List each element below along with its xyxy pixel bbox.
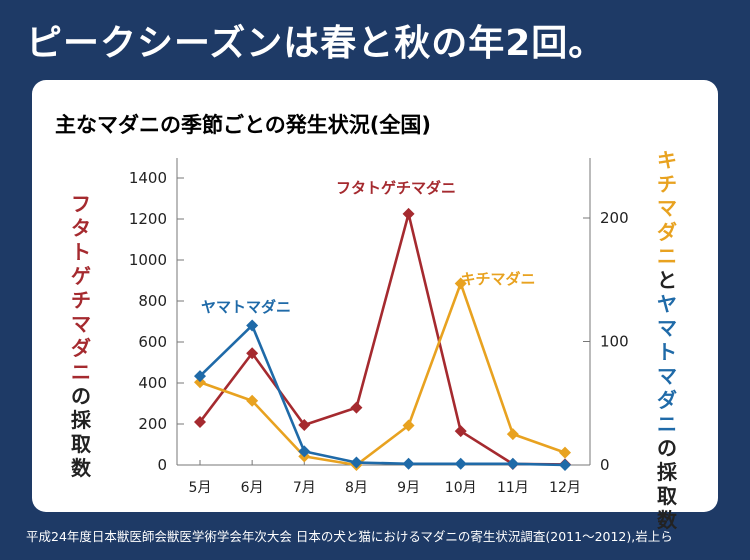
right-tick-label: 0 <box>600 456 610 474</box>
left-tick-label: 200 <box>138 415 167 433</box>
chart: 主なマダニの季節ごとの発生状況(全国) 02004006008001000120… <box>55 113 629 496</box>
data-point <box>454 277 467 290</box>
data-point <box>298 445 311 458</box>
headline: ピークシーズンは春と秋の年2回。 <box>26 23 606 64</box>
data-point <box>350 401 363 414</box>
data-point <box>194 376 206 389</box>
x-tick-label: 9月 <box>397 480 420 496</box>
series-line <box>199 324 566 467</box>
data-point <box>350 456 363 469</box>
data-point <box>298 419 311 432</box>
chart-card: 主なマダニの季節ごとの発生状況(全国) 0 200 400 600 800 1000 120… <box>32 80 718 532</box>
data-point <box>454 425 467 438</box>
axis-label-part: キチマダニ <box>657 148 677 268</box>
x-tick-label: 5月 <box>189 480 212 496</box>
series-line <box>198 212 566 466</box>
left-tick-label: 1400 <box>129 169 167 187</box>
left-tick-label: 800 <box>138 292 167 310</box>
data-point <box>506 428 519 441</box>
series-label: キチマダニ <box>460 270 535 288</box>
data-point <box>246 394 259 407</box>
data-point <box>246 347 259 360</box>
data-point <box>194 415 206 428</box>
x-tick-label: 12月 <box>549 480 581 496</box>
data-point <box>559 446 571 459</box>
data-point <box>402 457 415 470</box>
source-citation: 平成24年度日本獣医師会獣医学術学会年次大会 日本の犬と猫におけるマダニの寄生状… <box>26 529 673 544</box>
series-line <box>199 282 566 467</box>
left-tick-label: 1000 <box>129 251 167 269</box>
left-tick-label: 0 <box>157 456 167 474</box>
data-point <box>506 457 519 470</box>
series-label: ヤマトマダニ <box>201 298 291 316</box>
data-point <box>402 207 415 220</box>
right-tick-label: 100 <box>600 333 629 351</box>
right-tick-label: 200 <box>600 209 629 227</box>
axis-label-part: ヤマトマダニ <box>657 292 677 436</box>
x-tick-label: 10月 <box>445 480 477 496</box>
x-tick-label: 11月 <box>497 480 529 496</box>
right-axis-label: キチマダニとヤマトマダニ の採取数 <box>654 148 680 532</box>
axis-label-part: フタトゲチマダニ <box>71 192 91 384</box>
series-label: フタトゲチマダニ <box>336 179 456 197</box>
left-axis-label: フタトゲチマダニ の採取数 <box>68 192 94 480</box>
data-point <box>559 459 571 471</box>
axis-label-part: の採取数 <box>657 436 677 532</box>
data-point <box>454 457 467 470</box>
left-tick-label: 1200 <box>129 210 167 228</box>
axis-label-part: と <box>657 268 677 292</box>
left-tick-label: 600 <box>138 333 167 351</box>
chart-title: 主なマダニの季節ごとの発生状況(全国) <box>55 113 431 137</box>
x-tick-label: 7月 <box>293 480 316 496</box>
left-tick-label: 400 <box>138 374 167 392</box>
x-tick-label: 8月 <box>345 480 368 496</box>
data-point <box>402 419 415 432</box>
axis-label-part: の採取数 <box>71 384 91 480</box>
data-point <box>194 370 206 383</box>
x-tick-label: 6月 <box>241 480 264 496</box>
data-point <box>246 319 259 332</box>
